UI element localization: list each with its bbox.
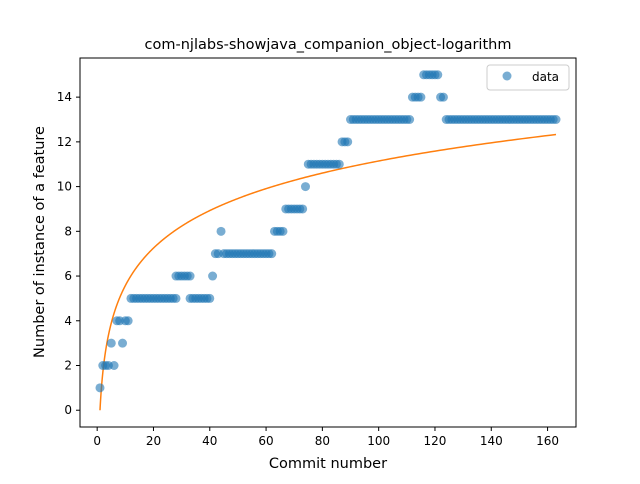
y-tick-label: 14 [57,90,72,104]
x-axis-ticks: 0 20 40 60 80 100 120 140 160 [93,427,559,448]
data-point [208,271,218,281]
x-tick-label: 120 [424,434,447,448]
legend-marker-data [502,71,512,81]
x-axis-label: Commit number [269,456,387,472]
data-point [216,226,226,236]
y-axis-ticks: 0 2 4 6 8 10 12 14 [57,90,80,417]
data-point [438,92,448,102]
data-point [405,115,415,124]
points-layer [95,70,561,393]
y-tick-label: 2 [64,359,72,373]
y-tick-label: 0 [64,403,72,417]
data-point [106,338,116,348]
data-point [205,293,215,303]
y-tick-label: 6 [64,269,72,283]
axes-frame [79,57,577,428]
y-tick-label: 10 [57,180,72,194]
x-tick-label: 20 [146,434,161,448]
data-point [278,226,288,236]
data-point [123,316,133,326]
y-tick-label: 8 [64,224,72,238]
x-tick-label: 0 [93,434,101,448]
x-tick-label: 80 [315,434,330,448]
data-point [343,137,353,147]
data-point [551,115,561,124]
data-point [118,338,128,348]
x-tick-label: 140 [480,434,503,448]
y-axis-label: Number of instance of a feature [32,126,48,358]
x-tick-label: 40 [202,434,217,448]
x-tick-label: 100 [367,434,390,448]
data-point [267,249,277,259]
data-point [334,159,344,169]
data-point [416,92,426,102]
y-tick-label: 4 [64,314,72,328]
data-point [171,293,181,303]
plot-area [79,57,577,428]
data-point [95,383,105,393]
legend-box [486,64,570,91]
x-tick-label: 60 [258,434,273,448]
data-point [185,271,195,281]
data-point [298,204,308,214]
y-tick-label: 12 [57,135,72,149]
x-tick-label: 160 [536,434,559,448]
data-point [300,182,310,192]
data-point [109,361,119,370]
legend-label-data: data [532,70,559,84]
data-point [433,70,443,80]
chart-title: com-njlabs-showjava_companion_object-log… [145,37,512,53]
chart-legend: data [486,64,570,91]
